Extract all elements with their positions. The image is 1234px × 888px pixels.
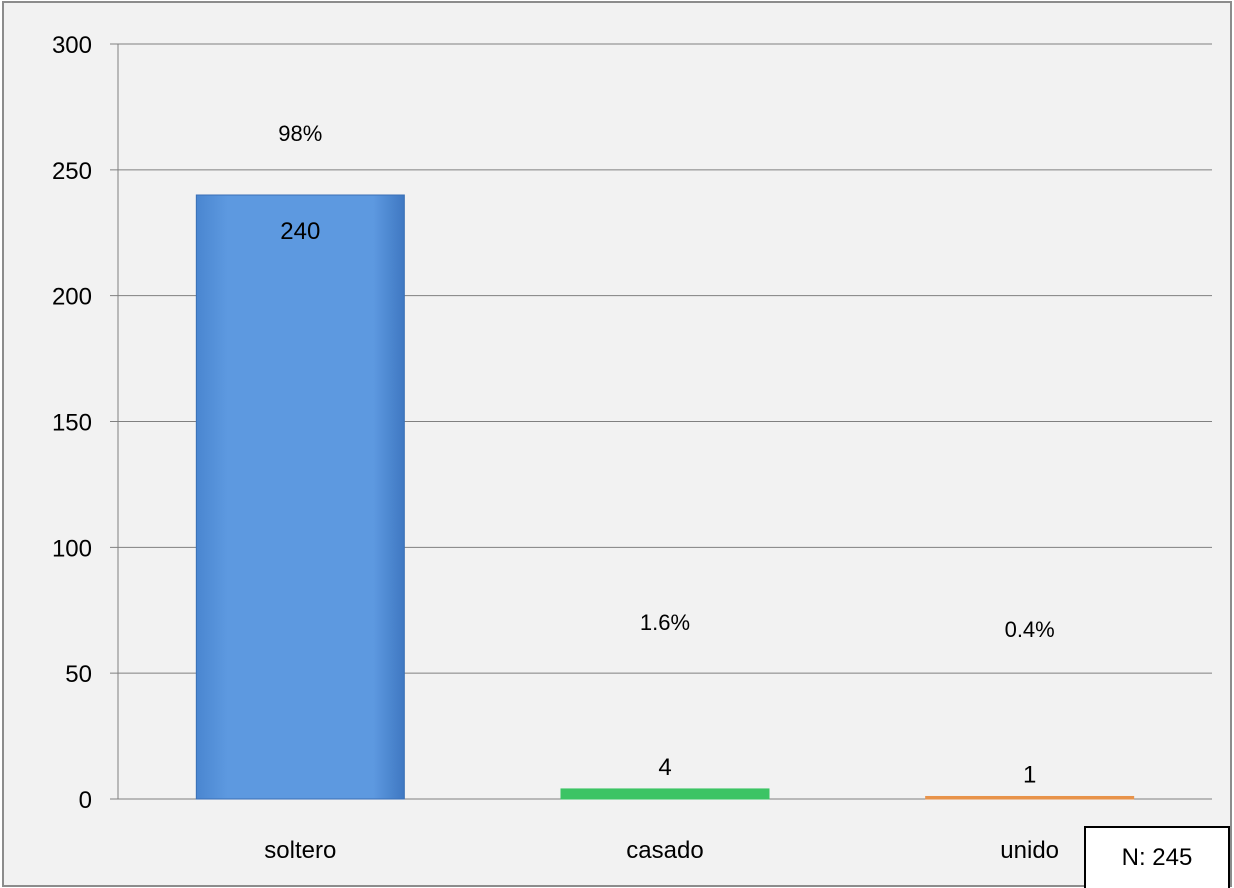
value-label: 1 <box>1023 761 1036 788</box>
value-label: 240 <box>280 218 320 245</box>
y-tick-label: 50 <box>65 661 92 688</box>
y-tick-label: 0 <box>79 787 92 814</box>
value-label: 4 <box>658 754 671 781</box>
category-label: unido <box>1000 837 1059 864</box>
sample-size-note: N: 245 <box>1084 826 1230 888</box>
bar-casado <box>560 788 770 800</box>
percent-label: 1.6% <box>640 610 690 635</box>
bars <box>195 194 1135 800</box>
y-tick-label: 150 <box>52 410 92 437</box>
bar-soltero <box>195 194 405 800</box>
percent-label: 98% <box>278 121 322 146</box>
x-axis-categories: soltero casado unido <box>264 837 1059 864</box>
y-tick-label: 100 <box>52 535 92 562</box>
percent-label: 0.4% <box>1005 617 1055 642</box>
y-tick-label: 200 <box>52 284 92 311</box>
category-label: casado <box>626 837 703 864</box>
y-tick-label: 300 <box>52 32 92 59</box>
bar-unido <box>925 795 1135 800</box>
y-tick-label: 250 <box>52 158 92 185</box>
category-label: soltero <box>264 837 336 864</box>
y-axis-ticks: 0 50 100 150 200 250 300 <box>52 32 92 814</box>
data-labels: 240 98% 4 1.6% 1 0.4% <box>278 121 1054 788</box>
